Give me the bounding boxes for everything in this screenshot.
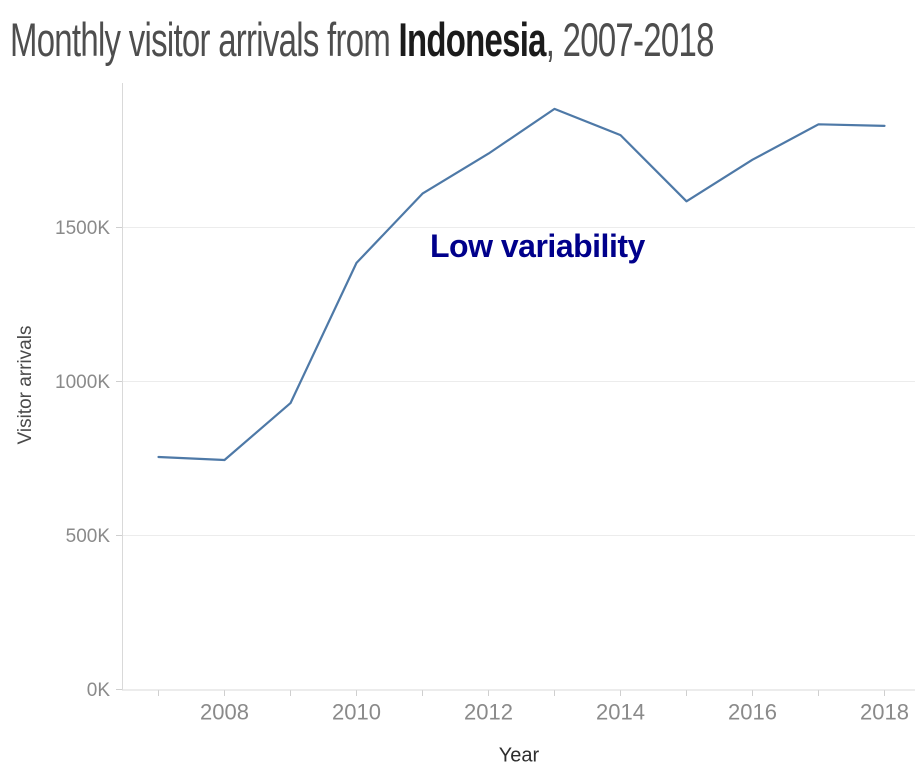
annotation-text: Low variability — [430, 228, 645, 264]
x-tick-label: 2018 — [860, 700, 909, 725]
chart-title-suffix: , 2007-2018 — [545, 13, 715, 66]
x-tick-label: 2008 — [200, 700, 249, 725]
chart-title: Monthly visitor arrivals from Indonesia,… — [10, 16, 714, 63]
y-tick-label: 0K — [87, 680, 111, 701]
y-tick-label: 1500K — [55, 218, 110, 239]
x-axis-title: Year — [498, 744, 540, 767]
x-tick-label: 2012 — [464, 700, 513, 725]
x-tick-label: 2010 — [332, 700, 381, 725]
chart-title-country: Indonesia — [398, 13, 547, 66]
chart-title-prefix: Monthly visitor arrivals from — [10, 13, 399, 66]
x-tick-label: 2014 — [596, 700, 645, 725]
x-tick-label: 2016 — [728, 700, 777, 725]
y-axis-title: Visitor arrivals — [15, 325, 36, 445]
visitor-arrivals-line — [157, 107, 886, 462]
y-tick-label: 500K — [66, 526, 111, 547]
y-tick-label: 1000K — [55, 372, 110, 393]
